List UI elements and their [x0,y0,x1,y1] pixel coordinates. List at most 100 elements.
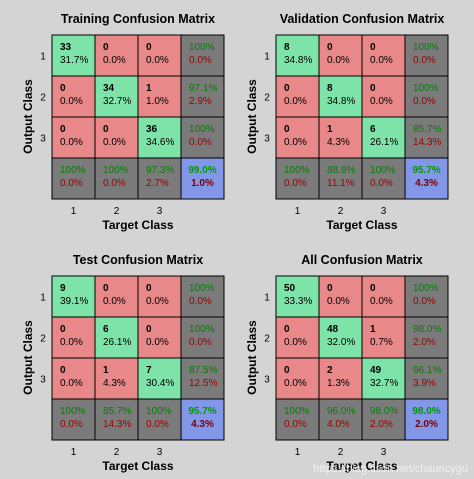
y-tick-label: 2 [40,334,46,345]
x-axis-label: Target Class [326,459,397,473]
cell-percent: 33.3% [284,296,312,307]
cell-percent: 4.3% [191,419,214,430]
correct-cell [318,75,363,118]
x-axis-label: Target Class [102,218,173,232]
col-summary-cell [94,398,139,441]
y-tick-label: 1 [264,52,270,63]
y-tick-label: 1 [40,293,46,304]
cell-value: 0 [103,42,109,53]
cell-value: 100% [60,165,86,176]
cell-value: 95.7% [188,406,216,417]
cell-value: 2 [327,365,333,376]
cell-value: 1 [103,365,109,376]
cell-percent: 0.0% [327,55,350,66]
cell-percent: 0.0% [284,178,307,189]
correct-cell [94,316,139,359]
correct-cell [361,357,406,400]
incorrect-cell [94,116,139,159]
cell-value: 100% [103,165,129,176]
cell-value: 7 [146,365,152,376]
correct-cell [94,75,139,118]
x-tick-label: 2 [338,447,344,458]
cell-value: 87.5% [189,365,217,376]
cell-value: 96.1% [413,365,441,376]
chart-title: Training Confusion Matrix [61,12,215,26]
cell-value: 1 [146,83,152,94]
cell-value: 8 [284,42,290,53]
cell-percent: 0.0% [146,337,169,348]
cell-value: 0 [146,42,152,53]
x-tick-label: 2 [338,206,344,217]
col-summary-cell [318,398,363,441]
cell-value: 34 [103,83,115,94]
cell-value: 0 [327,283,333,294]
cell-percent: 4.3% [327,137,350,148]
cell-value: 100% [284,406,310,417]
row-summary-cell [404,357,449,400]
cell-value: 48 [327,324,339,335]
cell-value: 0 [284,83,290,94]
cell-percent: 0.0% [413,96,436,107]
cell-percent: 0.0% [189,337,212,348]
cell-value: 0 [60,365,66,376]
cell-percent: 0.0% [370,296,393,307]
row-summary-cell [180,316,225,359]
cell-value: 6 [103,324,109,335]
cell-percent: 4.3% [415,178,438,189]
cell-percent: 0.0% [189,296,212,307]
x-tick-label: 2 [114,447,120,458]
cell-value: 85.7% [413,124,441,135]
col-summary-cell [361,157,406,200]
cell-value: 0 [370,83,376,94]
cell-percent: 0.0% [60,337,83,348]
overall-accuracy-cell [404,157,449,200]
cell-value: 100% [413,283,439,294]
cell-value: 8 [327,83,333,94]
cell-value: 0 [284,365,290,376]
matrix-frame [51,34,225,200]
cell-percent: 31.7% [60,55,88,66]
chart-title: Validation Confusion Matrix [280,12,445,26]
chart-title: Test Confusion Matrix [73,253,203,267]
correct-cell [137,357,182,400]
cell-percent: 0.0% [284,378,307,389]
cell-value: 100% [370,165,396,176]
cell-value: 85.7% [103,406,131,417]
cell-value: 99.0% [188,165,216,176]
chart-title: All Confusion Matrix [301,253,423,267]
cell-percent: 0.0% [60,178,83,189]
cell-value: 100% [189,42,215,53]
matrix-frame [275,275,449,441]
confusion-matrix-panel: Validation Confusion Matrix 8 34.8% 0 0.0% 0 0… [245,12,449,232]
cell-value: 0 [60,124,66,135]
cell-percent: 2.0% [413,337,436,348]
cell-value: 36 [146,124,158,135]
incorrect-cell [318,116,363,159]
cell-percent: 0.0% [103,55,126,66]
incorrect-cell [94,357,139,400]
x-tick-label: 1 [71,447,77,458]
cell-percent: 0.0% [284,419,307,430]
y-tick-label: 3 [264,134,270,145]
cell-percent: 0.0% [103,296,126,307]
cell-value: 100% [189,324,215,335]
cell-percent: 34.8% [284,55,312,66]
x-tick-label: 2 [114,206,120,217]
x-tick-label: 1 [295,206,301,217]
cell-percent: 4.3% [103,378,126,389]
cell-percent: 0.0% [370,178,393,189]
cell-percent: 0.0% [60,96,83,107]
cell-percent: 0.0% [60,419,83,430]
cell-value: 100% [189,283,215,294]
cell-percent: 1.3% [327,378,350,389]
cell-percent: 2.0% [415,419,438,430]
cell-value: 0 [103,283,109,294]
x-tick-label: 3 [381,447,387,458]
cell-percent: 26.1% [103,337,131,348]
cell-value: 0 [146,283,152,294]
cell-percent: 34.8% [327,96,355,107]
cell-percent: 0.0% [189,55,212,66]
y-tick-label: 3 [264,375,270,386]
cell-value: 100% [413,83,439,94]
